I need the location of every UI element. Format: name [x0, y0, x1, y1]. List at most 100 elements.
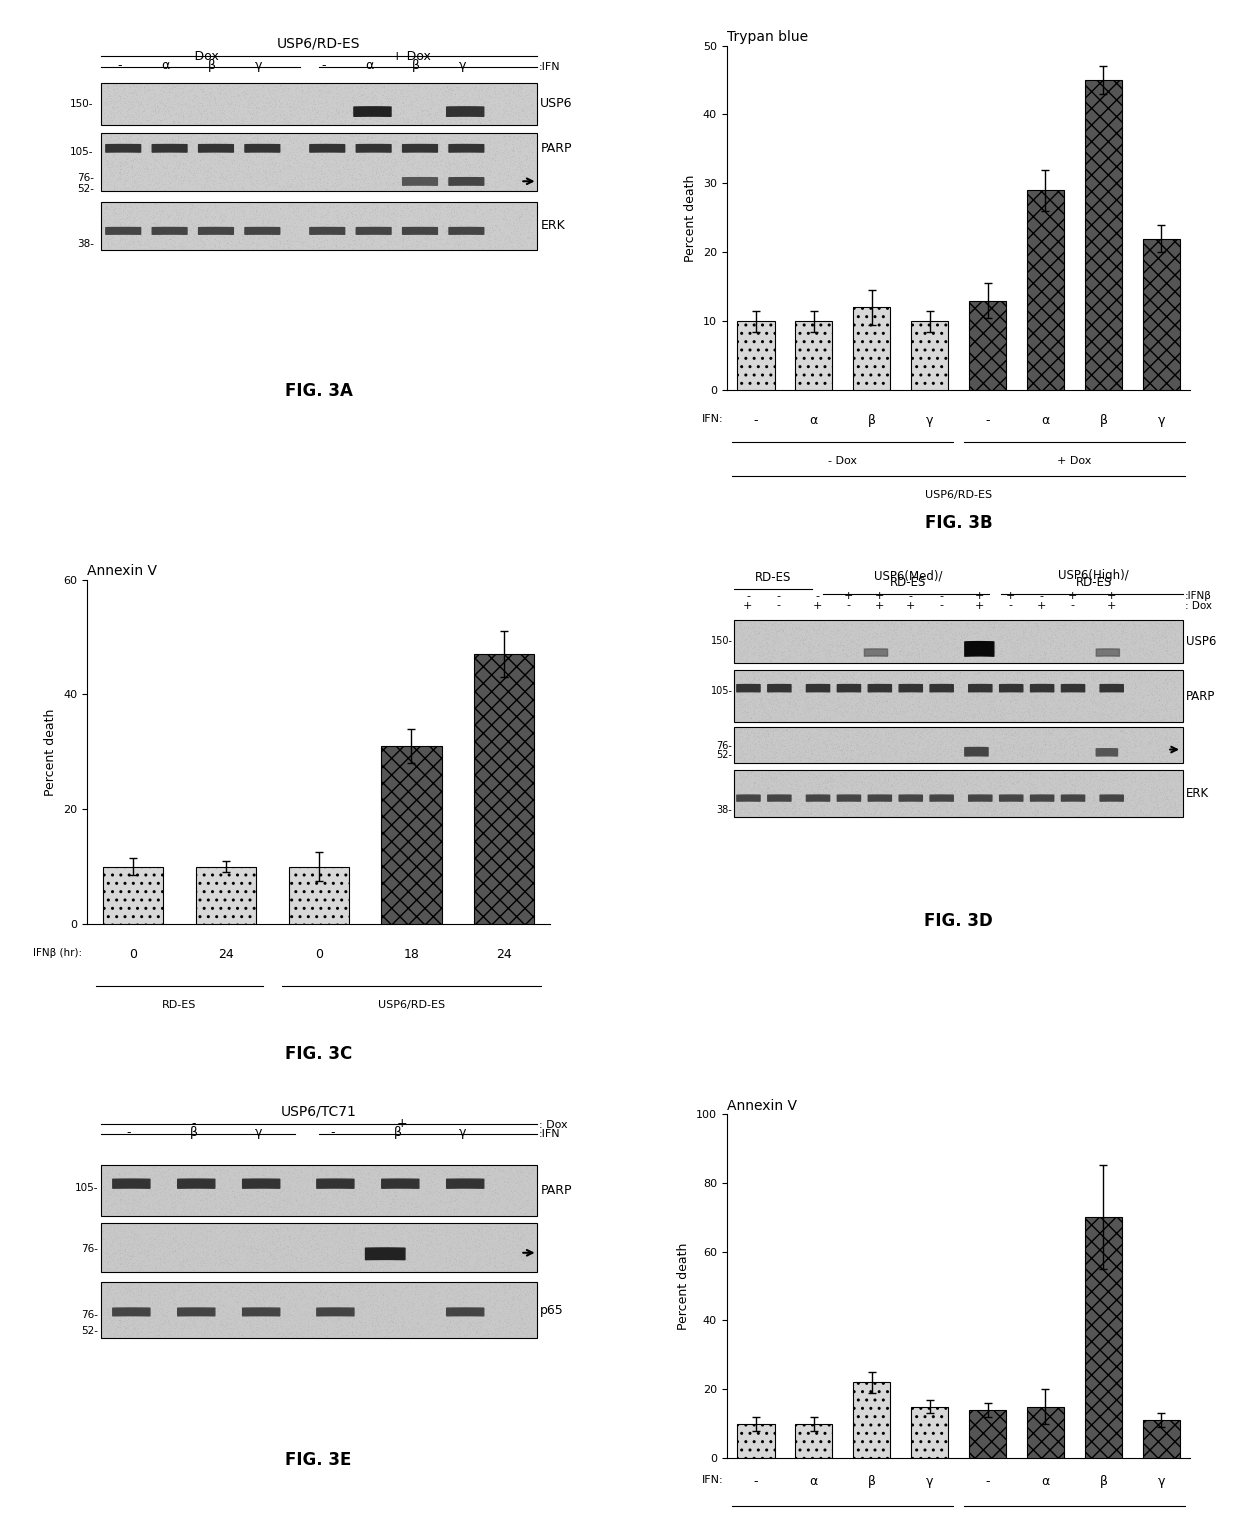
Point — [409, 231, 429, 255]
Point — [114, 87, 134, 111]
Point — [367, 158, 387, 182]
Point — [455, 146, 475, 170]
Point — [97, 1227, 117, 1252]
Point — [175, 193, 195, 217]
Point — [419, 100, 439, 125]
Point — [222, 1174, 242, 1198]
Point — [129, 134, 149, 158]
Point — [1075, 779, 1095, 804]
Point — [290, 169, 310, 193]
Point — [156, 140, 176, 164]
Point — [424, 1179, 444, 1203]
Point — [919, 744, 939, 769]
Point — [945, 643, 965, 667]
Point — [357, 1238, 377, 1262]
Point — [259, 1303, 279, 1328]
Point — [954, 647, 973, 671]
Point — [1097, 684, 1117, 708]
Point — [238, 155, 258, 179]
Point — [430, 1241, 450, 1265]
Point — [153, 1218, 172, 1243]
Point — [215, 1214, 234, 1238]
Point — [799, 629, 818, 653]
Point — [1166, 797, 1185, 822]
Point — [978, 693, 998, 717]
Point — [838, 787, 858, 811]
Point — [150, 1277, 170, 1302]
Point — [1081, 791, 1101, 816]
Point — [785, 723, 805, 747]
Point — [154, 204, 174, 228]
Point — [179, 94, 198, 118]
Point — [164, 1217, 184, 1241]
Point — [945, 623, 965, 647]
Point — [280, 1309, 300, 1334]
Point — [367, 1308, 387, 1332]
Point — [386, 128, 405, 152]
Point — [1109, 643, 1128, 667]
Point — [383, 155, 403, 179]
Point — [351, 103, 371, 128]
Point — [947, 761, 967, 785]
Point — [300, 1293, 320, 1317]
Point — [393, 1177, 413, 1202]
Point — [270, 166, 290, 190]
Point — [206, 103, 226, 128]
Point — [122, 1303, 141, 1328]
Point — [98, 1221, 118, 1246]
Point — [322, 1305, 342, 1329]
Point — [893, 794, 913, 819]
Point — [1009, 735, 1029, 760]
Point — [735, 741, 755, 766]
Point — [387, 1279, 407, 1303]
Point — [171, 1284, 191, 1308]
Point — [295, 1285, 315, 1309]
Point — [110, 163, 130, 187]
Point — [423, 108, 443, 132]
Point — [901, 801, 921, 825]
Point — [482, 1179, 502, 1203]
Point — [391, 1192, 410, 1217]
Point — [130, 152, 150, 176]
Point — [376, 220, 396, 245]
Point — [120, 125, 140, 149]
Point — [815, 611, 835, 635]
Point — [918, 773, 937, 797]
Point — [357, 1253, 377, 1277]
Point — [802, 738, 822, 763]
Point — [381, 94, 401, 118]
Point — [370, 1279, 389, 1303]
Point — [118, 1255, 138, 1279]
Point — [1085, 615, 1105, 639]
Point — [167, 74, 187, 99]
Point — [153, 85, 172, 109]
Point — [1146, 776, 1166, 801]
Point — [396, 128, 415, 152]
Point — [1159, 630, 1179, 655]
Point — [1142, 790, 1162, 814]
Point — [327, 1215, 347, 1240]
Point — [190, 1244, 210, 1268]
Point — [742, 706, 761, 731]
Point — [386, 225, 405, 249]
Point — [1056, 617, 1076, 641]
Point — [456, 219, 476, 243]
Point — [1044, 702, 1064, 726]
Point — [448, 1311, 467, 1335]
Point — [357, 1179, 377, 1203]
Point — [479, 213, 498, 237]
Point — [1019, 770, 1039, 794]
Point — [351, 1170, 371, 1194]
Point — [280, 191, 300, 216]
Point — [486, 1215, 506, 1240]
Point — [373, 143, 393, 167]
Point — [255, 1156, 275, 1180]
Point — [123, 105, 143, 129]
Point — [1105, 646, 1125, 670]
Point — [358, 73, 378, 97]
Point — [1030, 781, 1050, 805]
Point — [324, 87, 343, 111]
Point — [440, 134, 460, 158]
Point — [260, 1246, 280, 1270]
Point — [93, 77, 113, 102]
